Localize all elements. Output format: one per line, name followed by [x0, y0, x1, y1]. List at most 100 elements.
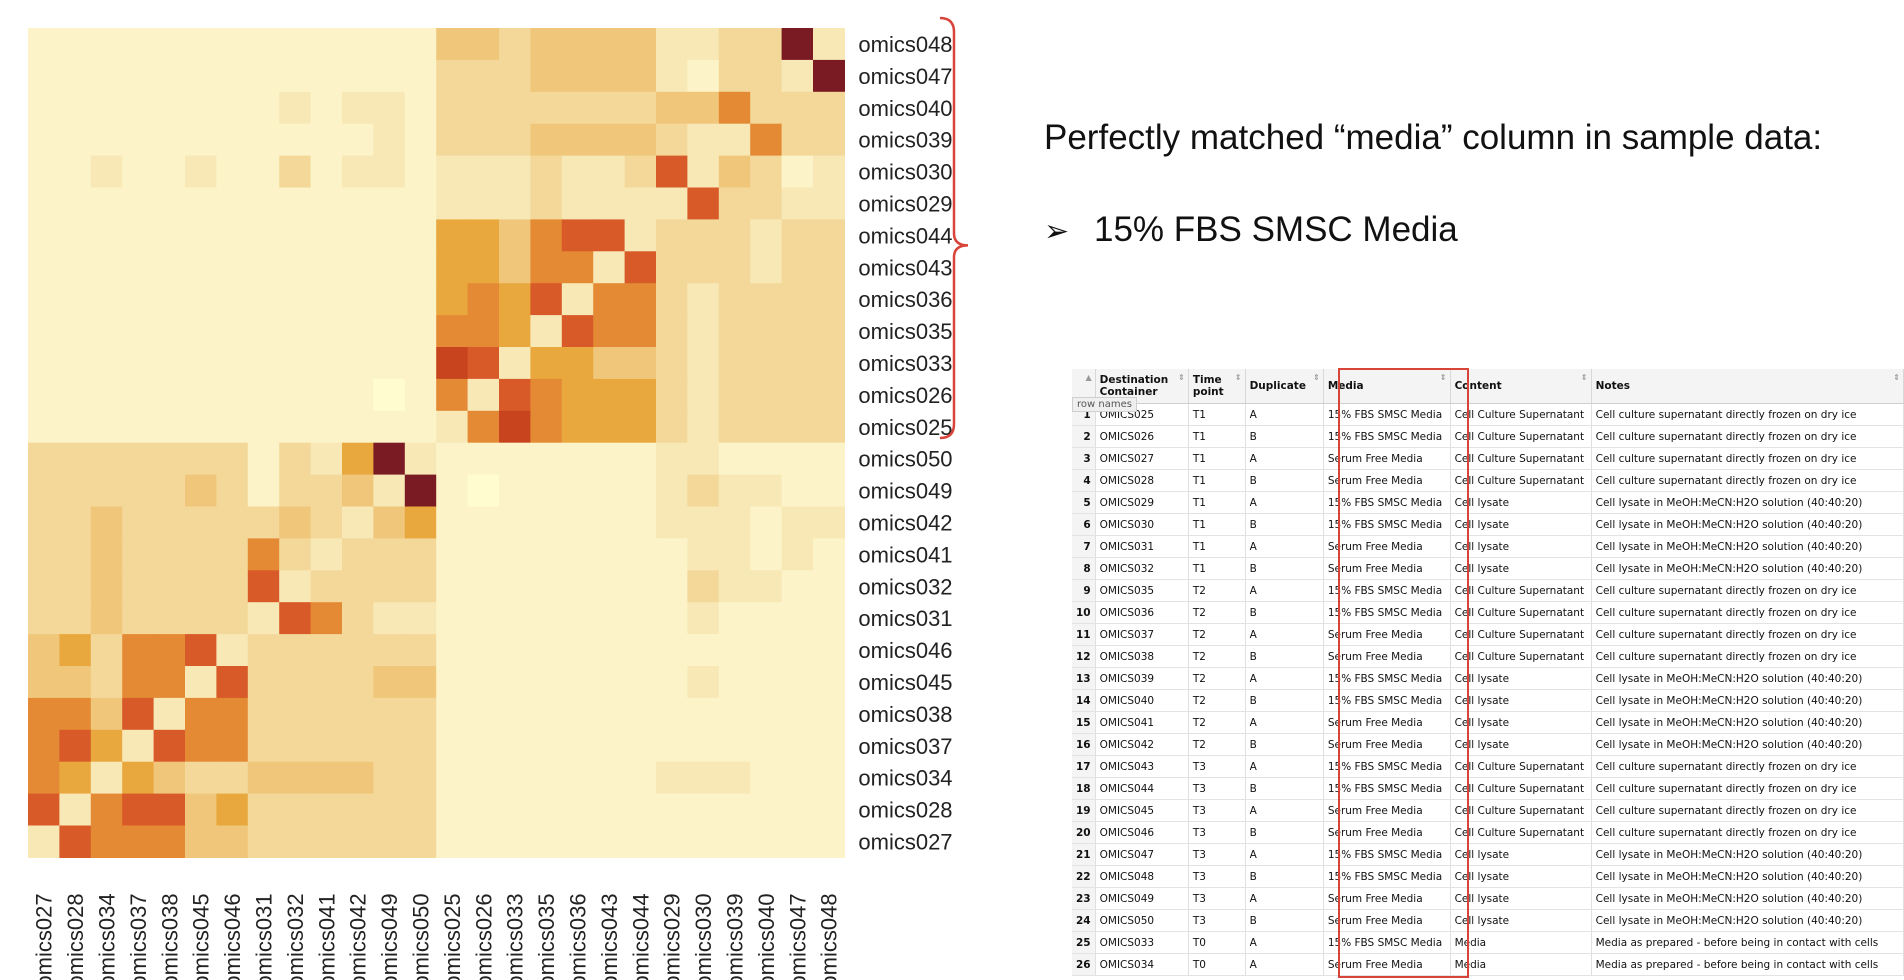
heatmap-cell [561, 442, 594, 476]
table-row[interactable]: 4 OMICS028 T1 B Serum Free Media Cell Culture… [1072, 469, 1904, 492]
heatmap-cell [530, 602, 563, 635]
table-row[interactable]: 26 OMICS034 T0 A Serum Free Media Media Media … [1072, 953, 1904, 976]
duplicate-cell: B [1245, 513, 1324, 536]
heatmap-cell [342, 410, 374, 444]
time-point-cell: T3 [1188, 865, 1246, 888]
media-cell: 15% FBS SMSC Media [1323, 403, 1451, 426]
heatmap-cell [216, 538, 249, 571]
heatmap-cell [28, 123, 60, 157]
heatmap-cell [781, 442, 814, 476]
table-row[interactable]: 24 OMICS050 T3 B Serum Free Media Cell lysate… [1072, 909, 1904, 932]
heatmap-cell [90, 761, 123, 795]
table-row[interactable]: 9 OMICS035 T2 A 15% FBS SMSC Media Cell Cultu… [1072, 579, 1904, 602]
heatmap-cell [59, 219, 92, 252]
heatmap-cell [593, 378, 626, 412]
heatmap-cell [624, 59, 657, 93]
headline-text: Perfectly matched “media” column in samp… [1044, 118, 1823, 157]
table-row[interactable]: 11 OMICS037 T2 A Serum Free Media Cell Cultur… [1072, 623, 1904, 646]
table-row[interactable]: 19 OMICS045 T3 A Serum Free Media Cell Cultur… [1072, 799, 1904, 822]
heatmap-cell [90, 91, 123, 125]
row-number-cell: 4 [1072, 469, 1096, 492]
heatmap-cell [593, 251, 626, 284]
duplicate-cell: A [1245, 711, 1324, 734]
column-header-duplicate[interactable]: Duplicate ⇕ [1245, 369, 1324, 404]
table-row[interactable]: 17 OMICS043 T3 A 15% FBS SMSC Media Cell Cult… [1072, 755, 1904, 778]
sort-icon: ⇕ [1893, 373, 1900, 382]
table-row[interactable]: 6 OMICS030 T1 B 15% FBS SMSC Media Cell lysat… [1072, 513, 1904, 536]
heatmap-cell [750, 347, 783, 380]
table-row[interactable]: 1 OMICS025 T1 A 15% FBS SMSC Media Cell Cultu… [1072, 403, 1904, 426]
heatmap-cell [530, 251, 563, 284]
heatmap-cell [247, 666, 280, 699]
destination-cell: OMICS041 [1095, 711, 1189, 734]
heatmap-cell [153, 729, 186, 763]
column-label: omics043 [597, 893, 622, 980]
heatmap-cell [310, 59, 343, 93]
heatmap-cell [530, 442, 563, 476]
heatmap-cell [561, 634, 594, 667]
heatmap-cell [561, 251, 594, 284]
heatmap-cell [153, 378, 186, 412]
time-point-cell: T1 [1188, 491, 1246, 514]
heatmap-cell [530, 697, 563, 731]
heatmap-cell [342, 697, 374, 731]
time-point-cell: T3 [1188, 755, 1246, 778]
heatmap-cell [185, 91, 217, 125]
table-row[interactable]: 20 OMICS046 T3 B Serum Free Media Cell Cultur… [1072, 821, 1904, 844]
heatmap-cell [593, 666, 626, 699]
heatmap-cell [342, 634, 374, 667]
heatmap-cell [561, 825, 594, 858]
table-row[interactable]: 12 OMICS038 T2 B Serum Free Media Cell Cultur… [1072, 645, 1904, 668]
heatmap-cell [530, 825, 563, 858]
heatmap-cell [750, 570, 783, 603]
table-row[interactable]: 18 OMICS044 T3 B 15% FBS SMSC Media Cell Cult… [1072, 777, 1904, 800]
heatmap-cell [781, 91, 814, 125]
heatmap-cell [467, 634, 500, 667]
column-header-media[interactable]: Media ⇕ [1323, 369, 1451, 404]
table-row[interactable]: 25 OMICS033 T0 A 15% FBS SMSC Media Media Medi… [1072, 931, 1904, 954]
column-header-content[interactable]: Content ⇕ [1450, 369, 1592, 404]
column-header-time[interactable]: Time point ⇕ [1188, 369, 1246, 404]
table-row[interactable]: 14 OMICS040 T2 B 15% FBS SMSC Media Cell lysa… [1072, 689, 1904, 712]
heatmap-cell [718, 410, 751, 444]
heatmap-cell [718, 442, 751, 476]
table-row[interactable]: 22 OMICS048 T3 B 15% FBS SMSC Media Cell lysa… [1072, 865, 1904, 888]
heatmap-cell [247, 793, 280, 827]
heatmap-cell [593, 602, 626, 635]
table-row[interactable]: 2 OMICS026 T1 B 15% FBS SMSC Media Cell Cultu… [1072, 425, 1904, 448]
table-row[interactable]: 15 OMICS041 T2 A Serum Free Media Cell lysate… [1072, 711, 1904, 734]
heatmap-cell [59, 729, 92, 763]
heatmap-cell [499, 538, 531, 571]
table-row[interactable]: 7 OMICS031 T1 A Serum Free Media Cell lysate C… [1072, 535, 1904, 558]
heatmap-cell [216, 347, 249, 380]
heatmap-cell [373, 410, 406, 444]
notes-cell: Cell culture supernatant directly frozen… [1591, 469, 1904, 492]
heatmap-cell [718, 729, 751, 763]
table-row[interactable]: 8 OMICS032 T1 B Serum Free Media Cell lysate C… [1072, 557, 1904, 580]
table-row[interactable]: 23 OMICS049 T3 A Serum Free Media Cell lysate… [1072, 887, 1904, 910]
table-row[interactable]: 21 OMICS047 T3 A 15% FBS SMSC Media Cell lysa… [1072, 843, 1904, 866]
time-point-cell: T2 [1188, 623, 1246, 646]
time-point-cell: T2 [1188, 601, 1246, 624]
heatmap-cell [279, 474, 312, 508]
content-cell: Cell Culture Supernatant [1450, 579, 1592, 602]
column-header-rownum[interactable]: ▲ [1072, 369, 1096, 404]
heatmap-cell [499, 187, 531, 220]
table-row[interactable]: 3 OMICS027 T1 A Serum Free Media Cell Culture… [1072, 447, 1904, 470]
heatmap-cell [499, 666, 531, 699]
heatmap-cell [718, 474, 751, 508]
heatmap-cell [28, 538, 60, 571]
heatmap-cell [59, 315, 92, 348]
table-row[interactable]: 5 OMICS029 T1 A 15% FBS SMSC Media Cell lysat… [1072, 491, 1904, 514]
content-cell: Cell Culture Supernatant [1450, 799, 1592, 822]
column-label: omics042 [346, 893, 371, 980]
row-number-cell: 16 [1072, 733, 1096, 756]
heatmap-cell [90, 123, 123, 157]
heatmap-cell [499, 570, 531, 603]
heatmap-cell [436, 315, 469, 348]
table-row[interactable]: 10 OMICS036 T2 B 15% FBS SMSC Media Cell Cult… [1072, 601, 1904, 624]
table-row[interactable]: 13 OMICS039 T2 A 15% FBS SMSC Media Cell lysa… [1072, 667, 1904, 690]
column-header-notes[interactable]: Notes ⇕ [1591, 369, 1904, 404]
table-row[interactable]: 16 OMICS042 T2 B Serum Free Media Cell lysate… [1072, 733, 1904, 756]
heatmap-cell [122, 59, 155, 93]
